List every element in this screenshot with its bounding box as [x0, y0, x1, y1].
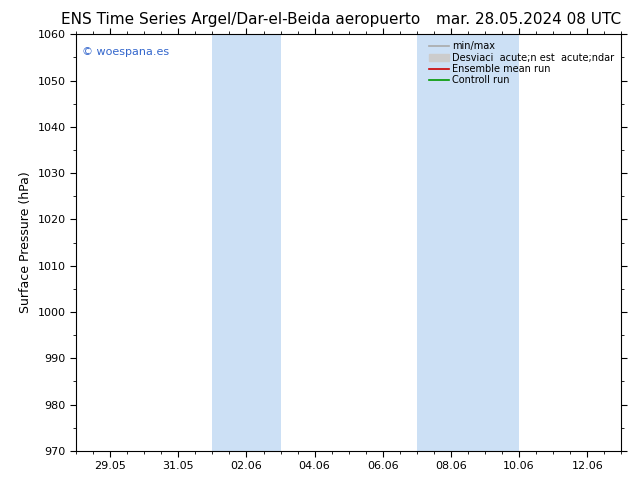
Legend: min/max, Desviaci  acute;n est  acute;ndar, Ensemble mean run, Controll run: min/max, Desviaci acute;n est acute;ndar…: [427, 39, 616, 87]
Text: mar. 28.05.2024 08 UTC: mar. 28.05.2024 08 UTC: [436, 12, 621, 27]
Y-axis label: Surface Pressure (hPa): Surface Pressure (hPa): [19, 172, 32, 314]
Bar: [417, 34, 519, 451]
Bar: [212, 34, 280, 451]
Text: © woespana.es: © woespana.es: [82, 47, 169, 57]
Text: ENS Time Series Argel/Dar-el-Beida aeropuerto: ENS Time Series Argel/Dar-el-Beida aerop…: [61, 12, 420, 27]
